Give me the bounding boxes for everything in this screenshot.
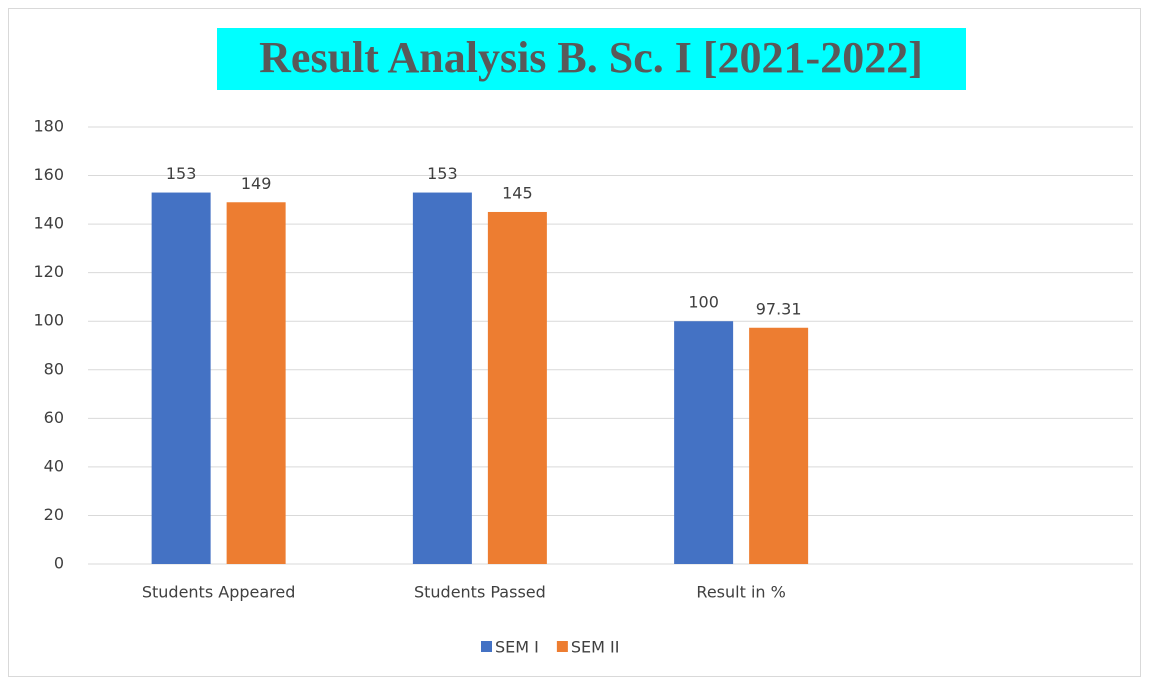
title-background <box>217 28 966 90</box>
legend-swatch <box>481 641 492 652</box>
bar <box>151 192 211 565</box>
y-tick-label: 180 <box>33 117 64 136</box>
data-label: 100 <box>688 293 719 312</box>
x-tick-label: Students Passed <box>414 583 546 602</box>
data-label: 97.31 <box>756 299 802 318</box>
bar <box>226 202 286 564</box>
legend-label: SEM II <box>571 638 620 657</box>
chart-title: Result Analysis B. Sc. I [2021-2022] <box>259 33 923 82</box>
y-tick-label: 60 <box>44 408 64 427</box>
legend-swatch <box>556 641 568 652</box>
bar <box>749 327 809 564</box>
bar <box>674 321 734 564</box>
data-label: 153 <box>166 164 197 183</box>
y-tick-label: 160 <box>33 165 64 184</box>
y-tick-label: 20 <box>44 505 64 524</box>
data-label: 149 <box>241 174 272 193</box>
y-tick-label: 0 <box>54 554 64 573</box>
y-tick-label: 80 <box>44 359 64 378</box>
y-tick-label: 120 <box>33 262 64 281</box>
data-label: 145 <box>502 183 533 202</box>
data-label: 153 <box>427 164 458 183</box>
bar <box>412 192 472 565</box>
legend-label: SEM I <box>495 638 539 657</box>
x-tick-label: Students Appeared <box>142 583 296 602</box>
y-tick-label: 100 <box>33 311 64 330</box>
y-tick-label: 140 <box>33 214 64 233</box>
x-tick-label: Result in % <box>696 583 785 602</box>
bar <box>487 211 547 564</box>
y-tick-label: 40 <box>44 456 64 475</box>
